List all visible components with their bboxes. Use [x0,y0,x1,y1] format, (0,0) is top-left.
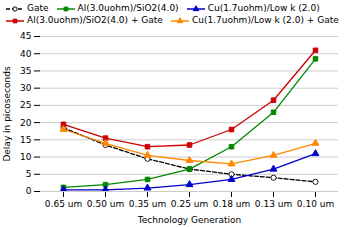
html-text:Cu(1.7uohm)/Low k (2.0) + Gate: Cu(1.7uohm)/Low k (2.0) + Gate [191,15,339,25]
svg-text:0.50 um: 0.50 um [87,199,124,209]
svg-text:25: 25 [20,100,31,110]
svg-text:0: 0 [26,186,32,196]
svg-text:0.35 um: 0.35 um [129,199,166,209]
svg-text:0.18 um: 0.18 um [213,199,250,209]
svg-text:0.25 um: 0.25 um [171,199,208,209]
svg-text:5: 5 [26,169,32,179]
svg-text:0.10 um: 0.10 um [297,199,334,209]
html-text:Al(3.0uohm)/SiO2(4.0) + Gate: Al(3.0uohm)/SiO2(4.0) + Gate [27,15,163,25]
html-text:Al(3.0uohm)/SiO2(4.0): Al(3.0uohm)/SiO2(4.0) [77,3,179,13]
svg-text:0.65 um: 0.65 um [45,199,82,209]
svg-text:Technology Generation: Technology Generation [137,215,241,225]
svg-text:30: 30 [20,83,32,93]
svg-text:10: 10 [20,152,32,162]
html-text:Gate: Gate [27,3,49,13]
svg-text:15: 15 [20,135,31,145]
svg-text:45: 45 [20,31,31,41]
svg-text:40: 40 [20,49,32,59]
svg-text:Delay in picoseconds: Delay in picoseconds [2,66,12,162]
svg-text:35: 35 [20,66,31,76]
svg-text:20: 20 [20,117,32,127]
svg-text:0.13 um: 0.13 um [255,199,292,209]
html-text:Cu(1.7uohm)/Low k (2.0): Cu(1.7uohm)/Low k (2.0) [207,3,320,13]
